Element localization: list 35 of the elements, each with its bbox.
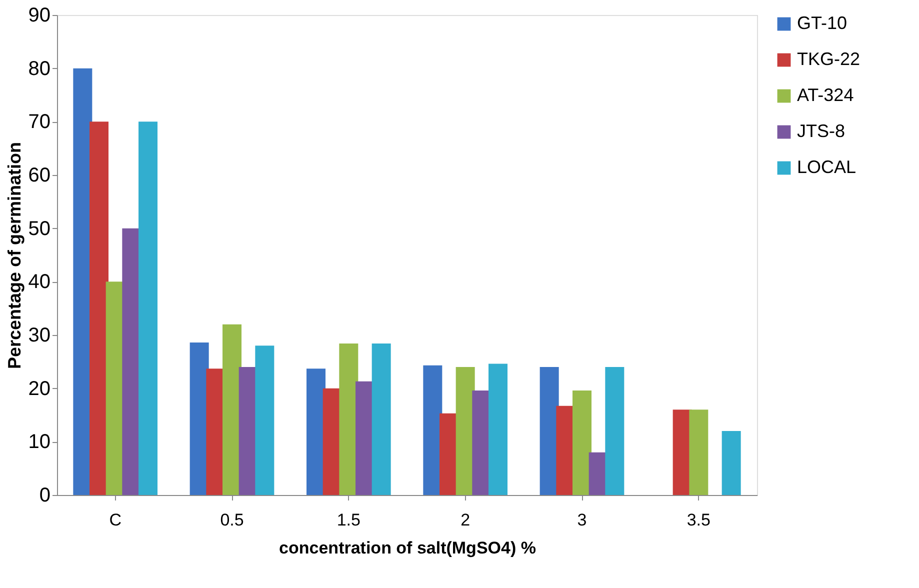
x-tick-label: 1.5 <box>336 510 360 530</box>
bar <box>423 365 442 495</box>
x-tick-label: 0.5 <box>220 510 244 530</box>
y-tick-label: 40 <box>28 271 50 294</box>
x-tick-label: 2 <box>460 510 470 530</box>
legend-label: TKG-22 <box>797 49 860 69</box>
legend-label: JTS-8 <box>797 121 846 141</box>
bar <box>488 364 508 495</box>
legend-label: LOCAL <box>797 157 856 177</box>
bar <box>689 410 708 495</box>
x-tick-label: 3 <box>577 510 587 530</box>
y-tick-label: 50 <box>28 218 50 240</box>
bar <box>138 122 158 495</box>
bar <box>222 324 242 495</box>
bar <box>605 367 624 495</box>
bar <box>255 346 274 495</box>
x-tick-label: 3.5 <box>686 510 710 530</box>
bar <box>90 122 108 495</box>
bar <box>572 390 592 495</box>
legend-label: GT-10 <box>797 13 848 33</box>
x-tick-label: C <box>109 510 122 530</box>
y-tick-label: 70 <box>28 111 50 134</box>
y-tick-label: 60 <box>28 164 50 186</box>
bar <box>722 431 741 495</box>
y-tick-label: 80 <box>28 58 50 80</box>
y-tick-label: 30 <box>28 324 50 346</box>
bar <box>372 344 391 495</box>
y-tick-label: 10 <box>28 431 50 454</box>
y-tick-label: 0 <box>39 484 50 506</box>
y-tick-label: 20 <box>28 378 50 400</box>
y-axis-title: Percentage of germination <box>4 142 24 370</box>
legend-label: AT-324 <box>797 85 854 105</box>
y-tick-label: 90 <box>28 4 50 26</box>
bar <box>339 344 358 495</box>
x-axis-title: concentration of salt(MgSO4) % <box>279 538 536 558</box>
